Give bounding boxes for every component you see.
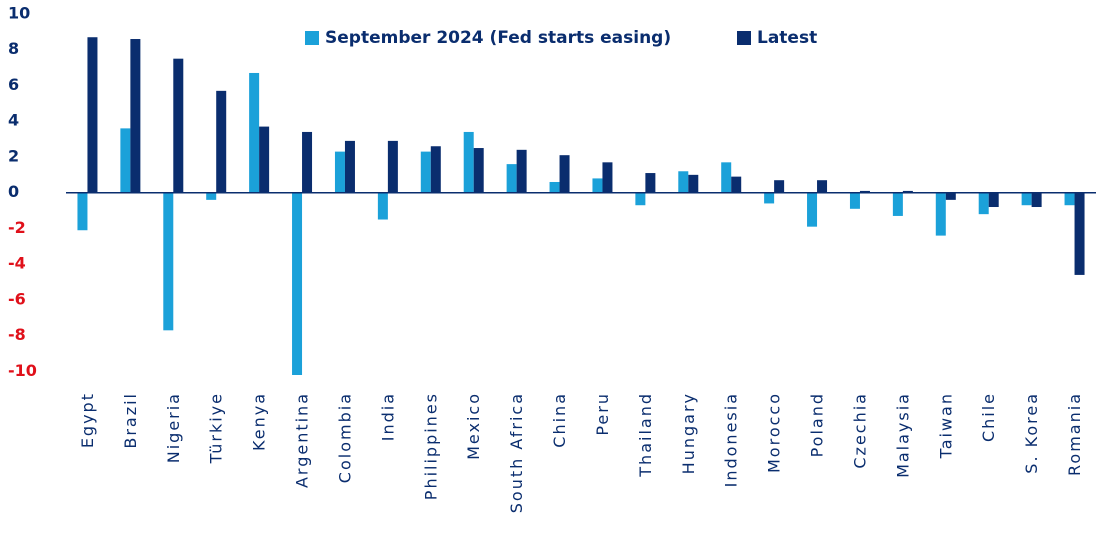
x-tick-label: Egypt: [78, 392, 97, 448]
bar: [334, 151, 345, 193]
x-tick-label: Mexico: [464, 392, 483, 460]
bar: [77, 192, 88, 231]
x-tick-label: Türkiye: [207, 392, 226, 464]
bar: [87, 37, 98, 193]
x-tick-label: Czechia: [850, 392, 869, 469]
x-tick-label: Argentina: [293, 392, 312, 488]
x-tick-label: Malaysia: [893, 392, 912, 478]
bar: [430, 146, 441, 193]
bar: [173, 58, 184, 193]
bar: [120, 128, 131, 193]
y-tick-label: -2: [8, 218, 26, 237]
bar: [902, 190, 913, 193]
x-tick-label: Nigeria: [164, 392, 183, 463]
x-tick-label: Morocco: [765, 392, 784, 473]
bar: [1074, 192, 1085, 275]
y-tick-label: -6: [8, 289, 26, 308]
x-tick-label: Indonesia: [722, 392, 741, 487]
y-tick-label: -4: [8, 254, 26, 273]
bar: [506, 164, 517, 193]
bar: [807, 192, 818, 227]
bar: [377, 192, 388, 220]
x-tick-label: Brazil: [121, 392, 140, 449]
x-tick-label: Peru: [593, 392, 612, 436]
bar: [645, 173, 656, 193]
legend-swatch: [305, 31, 319, 45]
bar: [602, 162, 613, 193]
x-tick-label: Colombia: [335, 392, 354, 483]
bar: [849, 192, 860, 209]
bar: [420, 151, 431, 193]
bar: [259, 126, 270, 193]
bar: [892, 192, 903, 216]
bar: [764, 192, 775, 204]
x-tick-label: Thailand: [636, 392, 655, 478]
bar: [387, 140, 398, 193]
bar: [292, 192, 303, 375]
bar: [635, 192, 646, 206]
y-tick-label: 0: [8, 182, 19, 201]
x-tick-label: Philippines: [421, 392, 440, 500]
bar: [678, 171, 689, 193]
bar: [978, 192, 989, 215]
bar: [1021, 192, 1032, 206]
x-tick-label: S. Korea: [1022, 392, 1041, 474]
bar: [935, 192, 946, 236]
x-tick-label: China: [550, 392, 569, 448]
bar: [463, 131, 474, 193]
x-tick-label: Poland: [808, 392, 827, 457]
x-tick-label: Taiwan: [936, 392, 955, 459]
x-tick-label: Hungary: [679, 392, 698, 474]
bar: [688, 174, 699, 193]
bar: [774, 180, 785, 193]
y-tick-label: 10: [8, 4, 30, 23]
y-tick-label: 4: [8, 111, 19, 130]
bar: [516, 149, 527, 193]
bar: [817, 180, 828, 193]
y-tick-label: -8: [8, 325, 26, 344]
bar: [1031, 192, 1042, 208]
x-tick-label: India: [378, 392, 397, 441]
x-tick-label: Romania: [1065, 392, 1084, 476]
bar: [163, 192, 174, 331]
y-tick-label: 2: [8, 146, 19, 165]
bar: [549, 181, 560, 193]
legend-swatch: [737, 31, 751, 45]
legend-label: September 2024 (Fed starts easing): [325, 28, 671, 48]
y-tick-label: 6: [8, 75, 19, 94]
bar: [130, 39, 141, 193]
bar: [473, 148, 484, 193]
bar: [344, 140, 355, 193]
x-tick-label: Kenya: [250, 392, 269, 451]
bar: [721, 162, 732, 193]
bar: [988, 192, 999, 208]
x-tick-label: Chile: [979, 392, 998, 442]
y-tick-label: -10: [8, 361, 37, 380]
x-tick-label: South Africa: [507, 392, 526, 513]
bar: [1064, 192, 1075, 206]
bar: [559, 155, 570, 193]
bar: [945, 192, 956, 200]
bar: [249, 72, 260, 193]
bar: [302, 131, 313, 193]
bar: [206, 192, 217, 200]
legend-label: Latest: [757, 28, 817, 48]
bar: [216, 90, 227, 193]
bar: [859, 190, 870, 193]
y-tick-label: 8: [8, 39, 19, 58]
bar: [592, 178, 603, 193]
bar: [731, 176, 742, 193]
